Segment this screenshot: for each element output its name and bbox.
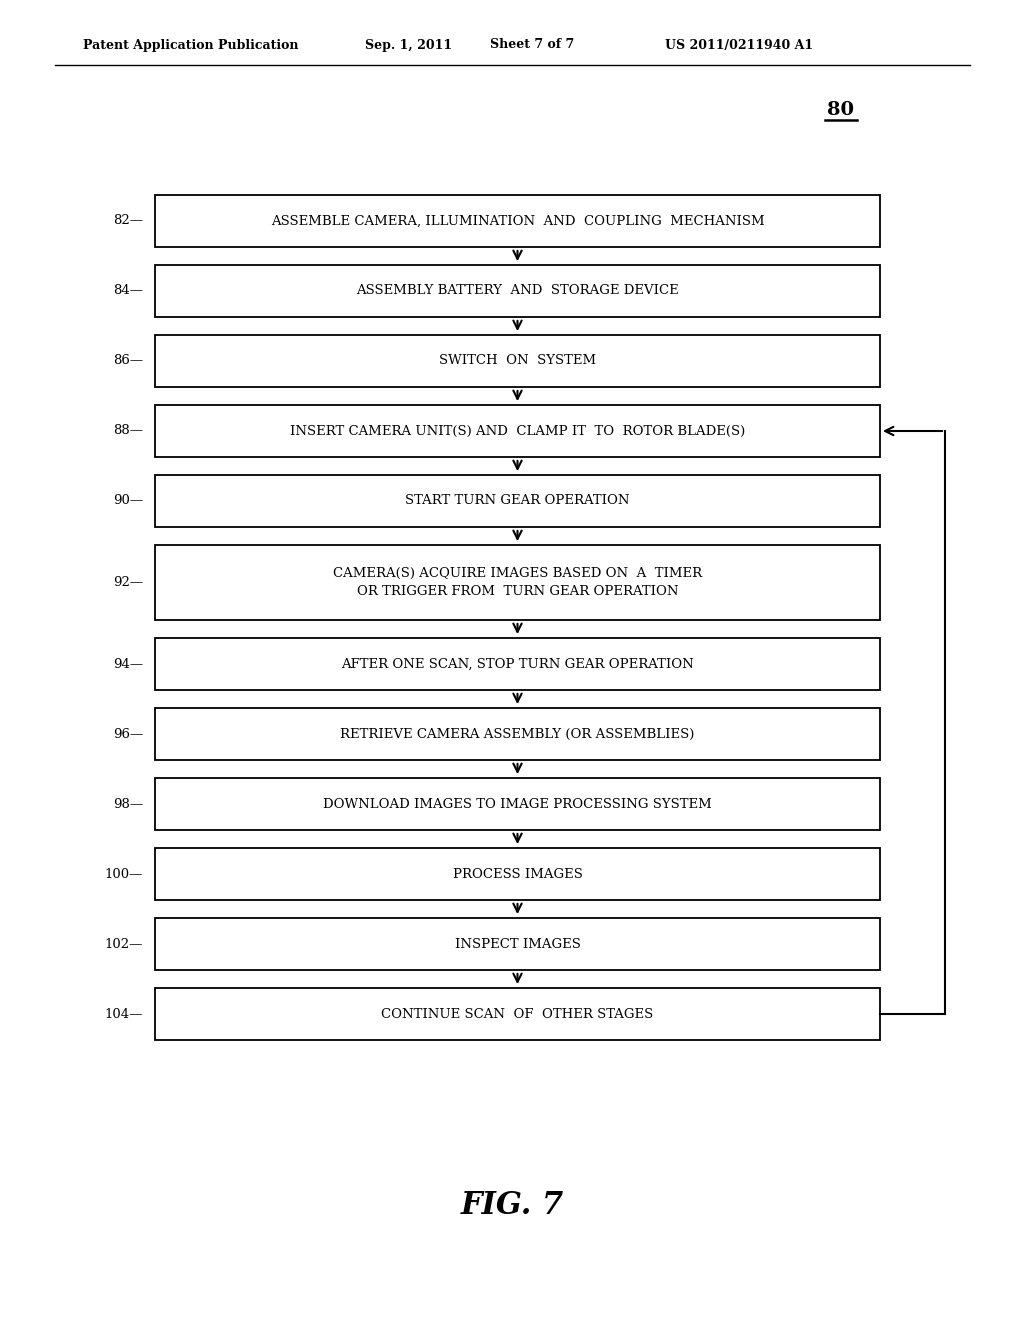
Bar bbox=[155, 987, 880, 1040]
Text: 100—: 100— bbox=[104, 867, 143, 880]
Text: DOWNLOAD IMAGES TO IMAGE PROCESSING SYSTEM: DOWNLOAD IMAGES TO IMAGE PROCESSING SYST… bbox=[324, 797, 712, 810]
Bar bbox=[155, 917, 880, 970]
Text: 80: 80 bbox=[826, 102, 853, 119]
Bar bbox=[155, 777, 880, 830]
Bar bbox=[155, 708, 880, 760]
Text: 92—: 92— bbox=[113, 576, 143, 589]
Text: 88—: 88— bbox=[113, 425, 143, 437]
Text: 102—: 102— bbox=[104, 937, 143, 950]
Bar bbox=[155, 475, 880, 527]
Text: US 2011/0211940 A1: US 2011/0211940 A1 bbox=[665, 38, 813, 51]
Text: PROCESS IMAGES: PROCESS IMAGES bbox=[453, 867, 583, 880]
Text: Sep. 1, 2011: Sep. 1, 2011 bbox=[365, 38, 453, 51]
Text: 90—: 90— bbox=[113, 495, 143, 507]
Text: INSPECT IMAGES: INSPECT IMAGES bbox=[455, 937, 581, 950]
Text: CONTINUE SCAN  OF  OTHER STAGES: CONTINUE SCAN OF OTHER STAGES bbox=[381, 1007, 653, 1020]
Text: 84—: 84— bbox=[113, 285, 143, 297]
Bar bbox=[155, 847, 880, 900]
Text: CAMERA(S) ACQUIRE IMAGES BASED ON  A  TIMER
OR TRIGGER FROM  TURN GEAR OPERATION: CAMERA(S) ACQUIRE IMAGES BASED ON A TIME… bbox=[333, 568, 702, 598]
Text: SWITCH  ON  SYSTEM: SWITCH ON SYSTEM bbox=[439, 355, 596, 367]
Text: ASSEMBLE CAMERA, ILLUMINATION  AND  COUPLING  MECHANISM: ASSEMBLE CAMERA, ILLUMINATION AND COUPLI… bbox=[270, 214, 764, 227]
Text: 94—: 94— bbox=[113, 657, 143, 671]
Bar bbox=[155, 545, 880, 620]
Text: Patent Application Publication: Patent Application Publication bbox=[83, 38, 299, 51]
Text: 86—: 86— bbox=[113, 355, 143, 367]
Text: ASSEMBLY BATTERY  AND  STORAGE DEVICE: ASSEMBLY BATTERY AND STORAGE DEVICE bbox=[356, 285, 679, 297]
Text: 98—: 98— bbox=[113, 797, 143, 810]
Text: AFTER ONE SCAN, STOP TURN GEAR OPERATION: AFTER ONE SCAN, STOP TURN GEAR OPERATION bbox=[341, 657, 694, 671]
Bar bbox=[155, 195, 880, 247]
Text: Sheet 7 of 7: Sheet 7 of 7 bbox=[490, 38, 574, 51]
Text: 104—: 104— bbox=[104, 1007, 143, 1020]
Text: 82—: 82— bbox=[113, 214, 143, 227]
Text: FIG. 7: FIG. 7 bbox=[461, 1189, 563, 1221]
Bar bbox=[155, 405, 880, 457]
Bar bbox=[155, 335, 880, 387]
Bar bbox=[155, 265, 880, 317]
Text: 96—: 96— bbox=[113, 727, 143, 741]
Text: INSERT CAMERA UNIT(S) AND  CLAMP IT  TO  ROTOR BLADE(S): INSERT CAMERA UNIT(S) AND CLAMP IT TO RO… bbox=[290, 425, 745, 437]
Text: START TURN GEAR OPERATION: START TURN GEAR OPERATION bbox=[406, 495, 630, 507]
Text: RETRIEVE CAMERA ASSEMBLY (OR ASSEMBLIES): RETRIEVE CAMERA ASSEMBLY (OR ASSEMBLIES) bbox=[340, 727, 694, 741]
Bar bbox=[155, 638, 880, 690]
